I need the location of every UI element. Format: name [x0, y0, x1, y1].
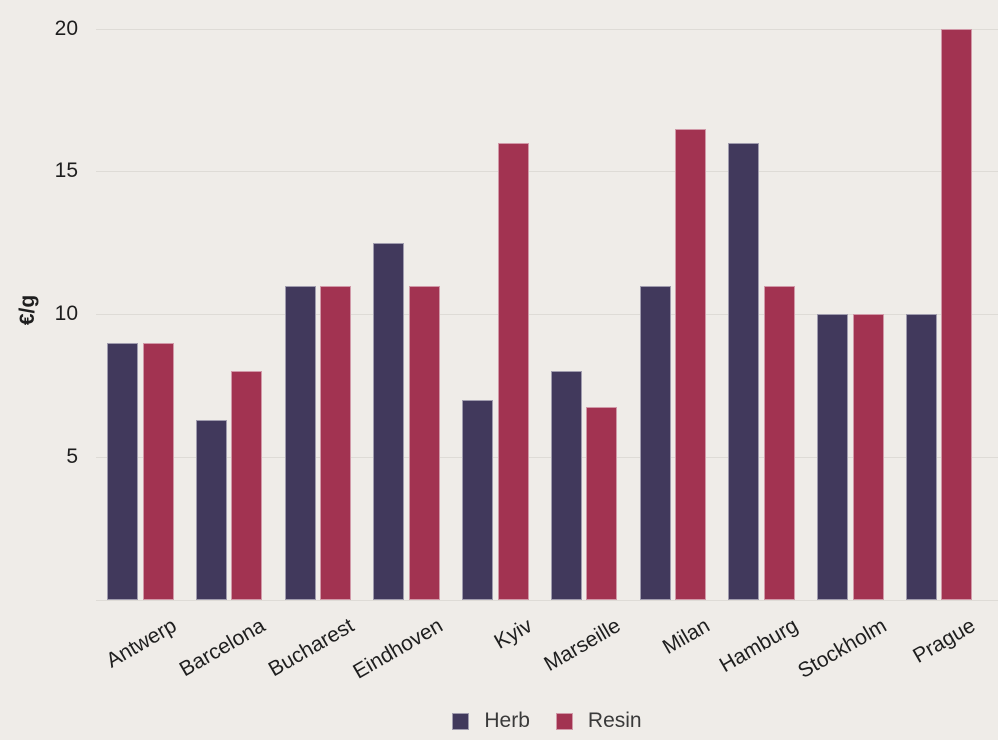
bar-herb-marseille [550, 371, 582, 600]
x-axis-label-barcelona: Barcelona [176, 614, 270, 682]
x-axis-label-milan: Milan [658, 614, 714, 660]
x-axis-label-antwerp: Antwerp [102, 614, 181, 673]
bar-herb-prague [905, 314, 937, 600]
legend: Herb Resin [96, 706, 998, 736]
bar-resin-bucharest [320, 285, 352, 600]
x-axis-label-kyiv: Kyiv [489, 614, 536, 654]
bar-herb-stockholm [817, 314, 849, 600]
bar-herb-bucharest [284, 285, 316, 600]
x-axis-label-stockholm: Stockholm [794, 614, 891, 683]
gridline-5 [96, 457, 998, 459]
x-axis-label-prague: Prague [909, 614, 980, 668]
x-axis-label-hamburg: Hamburg [715, 614, 803, 678]
legend-label-herb: Herb [484, 709, 530, 732]
bar-herb-barcelona [195, 420, 227, 600]
y-tick-label-20: 20 [54, 16, 78, 40]
bar-resin-antwerp [142, 342, 174, 600]
bar-resin-eindhoven [408, 285, 440, 600]
legend-label-resin: Resin [587, 709, 642, 732]
x-axis-label-marseille: Marseille [540, 614, 625, 676]
bar-resin-prague [941, 28, 973, 600]
x-axis-label-bucharest: Bucharest [264, 614, 359, 682]
legend-item-resin: Resin [555, 709, 642, 733]
bar-resin-milan [675, 128, 707, 600]
bar-resin-hamburg [763, 285, 795, 600]
gridline-20 [96, 28, 998, 30]
bar-resin-barcelona [231, 371, 263, 600]
gridline-15 [96, 171, 998, 173]
bar-herb-eindhoven [373, 242, 405, 600]
bar-herb-antwerp [107, 342, 138, 600]
gridline-10 [96, 314, 998, 316]
bar-herb-kyiv [462, 400, 494, 600]
bar-resin-kyiv [497, 142, 529, 600]
y-tick-label-10: 10 [54, 302, 78, 326]
legend-swatch-resin-icon [555, 712, 573, 730]
bar-herb-milan [639, 285, 671, 600]
x-axis-label-eindhoven: Eindhoven [349, 614, 447, 684]
bar-resin-stockholm [852, 314, 884, 600]
legend-swatch-herb-icon [452, 712, 470, 730]
gridline-0 [96, 600, 998, 601]
bar-herb-hamburg [728, 142, 760, 600]
legend-item-herb: Herb [452, 709, 530, 733]
y-tick-label-15: 15 [54, 159, 78, 183]
bar-resin-marseille [586, 407, 618, 600]
y-tick-label-5: 5 [66, 445, 78, 469]
